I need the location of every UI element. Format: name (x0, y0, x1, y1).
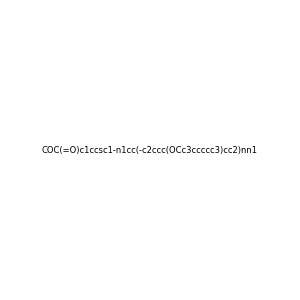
Text: COC(=O)c1ccsc1-n1cc(-c2ccc(OCc3ccccc3)cc2)nn1: COC(=O)c1ccsc1-n1cc(-c2ccc(OCc3ccccc3)cc… (42, 146, 258, 154)
